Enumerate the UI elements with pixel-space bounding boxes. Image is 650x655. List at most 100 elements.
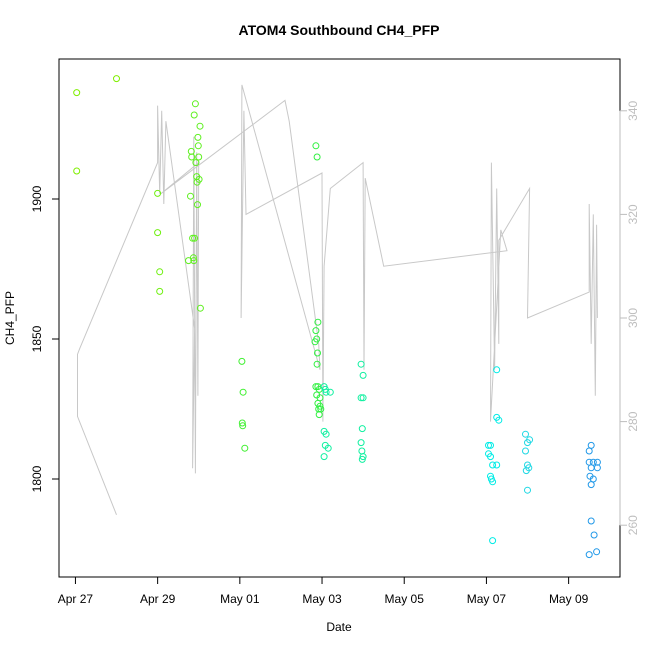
data-point bbox=[359, 371, 367, 379]
data-point bbox=[587, 464, 595, 472]
x-tick-label: May 09 bbox=[549, 592, 589, 606]
data-point bbox=[357, 439, 365, 447]
y-axis-label: CH4_PFP bbox=[3, 291, 17, 345]
data-point bbox=[154, 229, 162, 237]
data-point bbox=[525, 464, 533, 472]
data-point bbox=[195, 153, 203, 161]
data-point bbox=[73, 89, 81, 97]
y2-tick-label: 260 bbox=[626, 515, 640, 535]
data-point bbox=[190, 111, 198, 119]
data-point bbox=[154, 189, 162, 197]
x-tick-label: May 01 bbox=[220, 592, 260, 606]
data-point bbox=[489, 537, 497, 545]
data-point bbox=[359, 453, 367, 461]
data-point bbox=[357, 360, 365, 368]
data-point bbox=[196, 122, 204, 130]
x-tick-label: Apr 27 bbox=[58, 592, 94, 606]
y2-tick-label: 300 bbox=[626, 308, 640, 328]
data-point bbox=[487, 441, 494, 449]
data-point bbox=[585, 551, 593, 559]
points-layer bbox=[73, 75, 601, 559]
y2-tick-label: 320 bbox=[626, 204, 640, 224]
data-point bbox=[585, 447, 593, 455]
data-point bbox=[238, 357, 246, 365]
data-point bbox=[493, 366, 501, 374]
data-point bbox=[313, 153, 321, 161]
y2-tick-label: 280 bbox=[626, 411, 640, 431]
y-tick-label: 1900 bbox=[30, 185, 44, 212]
data-point bbox=[73, 167, 81, 175]
x-tick-label: May 07 bbox=[467, 592, 507, 606]
data-point bbox=[522, 430, 529, 438]
data-point bbox=[187, 192, 194, 200]
x-axis: Apr 27 Apr 29 May 01 May 03 May 05 May 07 May … bbox=[58, 576, 589, 606]
y2-axis: 260 280 300 320 340 bbox=[619, 100, 640, 535]
data-point bbox=[522, 447, 529, 455]
data-point bbox=[524, 486, 531, 494]
data-point bbox=[359, 394, 367, 402]
x-tick-label: May 05 bbox=[385, 592, 425, 606]
y-axis: 1800 1850 1900 bbox=[30, 185, 60, 492]
data-point bbox=[590, 531, 598, 539]
data-point bbox=[313, 360, 321, 368]
data-point bbox=[195, 175, 203, 183]
data-point bbox=[314, 318, 322, 326]
data-point bbox=[489, 478, 497, 486]
data-point bbox=[326, 388, 334, 396]
data-point bbox=[239, 422, 247, 430]
y-tick-label: 1800 bbox=[30, 465, 44, 492]
data-point bbox=[156, 268, 164, 276]
x-axis-label: Date bbox=[326, 620, 352, 634]
data-point bbox=[315, 411, 323, 419]
altitude-line bbox=[77, 84, 598, 515]
data-point bbox=[526, 436, 534, 444]
data-point bbox=[324, 444, 332, 452]
data-point bbox=[322, 430, 330, 438]
data-point bbox=[311, 338, 319, 346]
data-point bbox=[188, 153, 196, 161]
data-point bbox=[495, 416, 503, 424]
altitude-layer bbox=[77, 84, 598, 515]
y2-tick-label: 340 bbox=[626, 100, 640, 120]
data-point bbox=[189, 254, 197, 262]
data-point bbox=[312, 142, 320, 150]
x-tick-label: Apr 29 bbox=[140, 592, 176, 606]
data-point bbox=[587, 441, 595, 449]
x-tick-label: May 03 bbox=[302, 592, 342, 606]
data-point bbox=[192, 159, 200, 167]
data-point bbox=[190, 257, 198, 265]
data-point bbox=[238, 419, 246, 427]
data-point bbox=[241, 444, 249, 452]
data-point bbox=[322, 388, 330, 396]
data-point bbox=[593, 464, 601, 472]
data-point bbox=[358, 447, 366, 455]
data-point bbox=[587, 481, 595, 489]
data-point bbox=[191, 234, 199, 242]
data-point bbox=[194, 142, 202, 150]
data-point bbox=[113, 75, 120, 83]
data-point bbox=[357, 394, 365, 402]
data-point bbox=[493, 461, 501, 469]
data-point bbox=[196, 304, 204, 312]
plot-frame bbox=[58, 58, 621, 578]
data-point bbox=[358, 455, 366, 463]
data-point bbox=[487, 453, 494, 461]
data-point bbox=[489, 461, 497, 469]
data-point bbox=[587, 517, 595, 525]
data-point bbox=[358, 425, 366, 433]
data-point bbox=[485, 441, 492, 449]
y-tick-label: 1850 bbox=[30, 325, 44, 352]
data-point bbox=[189, 234, 197, 242]
data-point bbox=[191, 100, 199, 108]
data-point bbox=[156, 287, 164, 295]
chart-title: ATOM4 Southbound CH4_PFP bbox=[239, 22, 440, 38]
data-point bbox=[593, 548, 601, 556]
data-point bbox=[194, 201, 201, 209]
data-point bbox=[320, 453, 328, 461]
data-point bbox=[314, 349, 321, 357]
data-point bbox=[312, 327, 320, 335]
data-point bbox=[194, 133, 202, 141]
data-point bbox=[239, 388, 247, 396]
